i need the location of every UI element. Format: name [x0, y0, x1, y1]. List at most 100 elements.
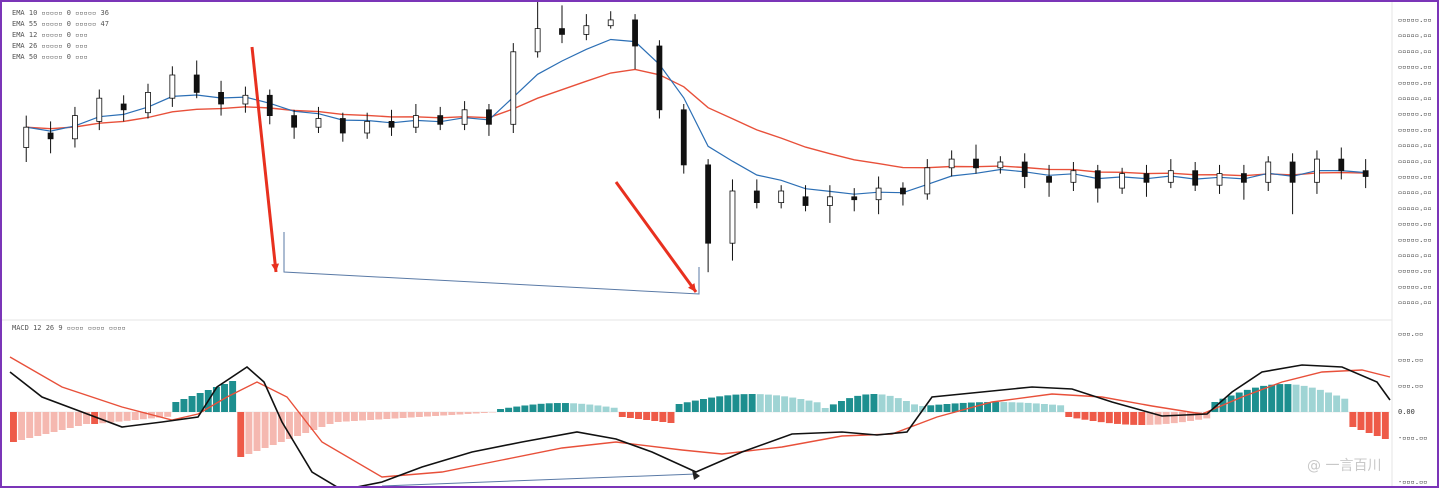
red-arrow-1: [250, 46, 278, 273]
macd-hist-bar: [1252, 387, 1259, 412]
macd-hist-bar: [935, 404, 943, 412]
red-arrow-2-head: [688, 283, 696, 292]
macd-hist-bar: [1203, 412, 1211, 419]
macd-hist-bar: [529, 404, 537, 412]
macd-hist-bar: [659, 412, 667, 422]
y-tick-label: ▫▫▫▫▫.▫▫: [1398, 252, 1432, 260]
macd-hist-bar: [480, 412, 488, 413]
macd-hist-bar: [992, 402, 1000, 412]
macd-hist-bar: [618, 412, 626, 417]
y-tick-label: ▫▫▫▫▫.▫▫: [1398, 32, 1432, 40]
macd-hist-bar: [846, 398, 854, 412]
candle-body: [96, 97, 103, 122]
macd-hist-bar: [1016, 402, 1024, 412]
macd-hist-bar: [424, 412, 431, 417]
macd-hist-bar: [562, 403, 569, 412]
macd-hist-bar: [375, 412, 383, 420]
divergence-line-macd: [381, 473, 697, 486]
macd-hist-bar: [448, 412, 456, 415]
macd-hist-bar: [1105, 412, 1113, 424]
macd-hist-bar: [180, 399, 188, 412]
candle-body: [607, 19, 614, 27]
red-arrow-1-head: [271, 263, 280, 272]
macd-hist-bar: [789, 397, 797, 412]
macd-hist-bar: [716, 396, 724, 412]
candle-body: [364, 121, 371, 134]
macd-hist-bar: [667, 412, 675, 423]
macd-hist-bar: [1268, 384, 1276, 412]
macd-hist-bar: [318, 412, 326, 427]
macd-hist-bar: [821, 408, 829, 412]
macd-hist-bar: [902, 401, 910, 412]
macd-hist-bar: [1381, 412, 1389, 439]
macd-hist-bar: [513, 406, 521, 412]
macd-hist-bar: [277, 412, 285, 442]
macd-hist-bar: [1187, 412, 1194, 421]
macd-hist-bar: [748, 394, 756, 412]
macd-hist-bar: [732, 394, 740, 412]
candle-body: [583, 25, 590, 35]
y-tick-label: ▫▫▫▫▫.▫▫: [1398, 63, 1432, 71]
macd-hist-bar: [1162, 412, 1170, 424]
macd-hist-bar: [675, 404, 683, 412]
candle-body: [1167, 170, 1174, 183]
macd-hist-bar: [911, 404, 918, 412]
macd-hist-bar: [740, 394, 748, 412]
macd-hist-bar: [212, 387, 220, 412]
macd-hist-bar: [1333, 395, 1341, 412]
y-tick-label: ▫▫▫▫▫.▫▫: [1398, 283, 1432, 291]
ema-slow-line: [26, 68, 1366, 177]
macd-hist-bar: [58, 412, 66, 430]
macd-hist-bar: [1049, 404, 1056, 412]
macd-hist-bar: [1024, 402, 1032, 412]
macd-hist-bar: [878, 394, 886, 412]
candle-body: [193, 74, 200, 93]
macd-hist-bar: [1154, 412, 1162, 425]
candle-body: [242, 94, 249, 105]
macd-hist-bar: [1243, 389, 1251, 412]
candle-body: [412, 115, 419, 128]
macd-hist-bar: [829, 404, 837, 412]
y-tick-label: ▫▫▫▫▫.▫▫: [1398, 126, 1432, 134]
candle-body: [218, 92, 224, 105]
macd-hist-bar: [976, 402, 983, 412]
macd-hist-bar: [594, 405, 602, 412]
macd-hist-bar: [367, 412, 375, 420]
macd-hist-bar: [383, 412, 391, 419]
macd-hist-bar: [310, 412, 318, 430]
macd-hist-bar: [342, 412, 350, 422]
candle-body: [1070, 170, 1077, 183]
macd-hist-bar: [432, 412, 440, 416]
macd-hist-bar: [894, 398, 902, 412]
macd-hist-bar: [26, 412, 34, 438]
macd-hist-bar: [1292, 384, 1300, 412]
candle-body: [559, 28, 565, 35]
candle-body: [169, 74, 176, 99]
candle-body: [948, 158, 955, 169]
macd-hist-bar: [334, 412, 342, 422]
macd-hist-bar: [407, 412, 415, 418]
y-tick-label: ▫▫▫▫▫.▫▫: [1398, 157, 1432, 165]
macd-hist-bar: [1122, 412, 1130, 425]
macd-hist-bar: [1065, 412, 1073, 417]
macd-hist-bar: [415, 412, 423, 417]
candle-body: [534, 28, 541, 53]
macd-hist-bar: [602, 406, 610, 412]
candle-body: [1338, 158, 1345, 172]
macd-hist-bar: [1114, 412, 1121, 424]
legend-entry: EMA 50 ▫▫▫▫▫ 0 ▫▫▫: [12, 53, 88, 61]
macd-hist-bar: [545, 403, 553, 412]
macd-hist-bar: [91, 412, 99, 424]
macd-hist-bar: [83, 412, 90, 424]
candle-body: [875, 187, 882, 201]
macd-signal-line: [9, 356, 1391, 478]
macd-hist-bar: [1195, 412, 1203, 420]
macd-hist-bar: [107, 412, 115, 423]
macd-hist-bar: [261, 412, 269, 448]
macd-hist-bar: [1308, 387, 1316, 412]
macd-line: [9, 364, 1391, 486]
macd-hist-bar: [139, 412, 147, 420]
macd-hist-bar: [1284, 384, 1292, 412]
candle-body: [315, 118, 322, 128]
